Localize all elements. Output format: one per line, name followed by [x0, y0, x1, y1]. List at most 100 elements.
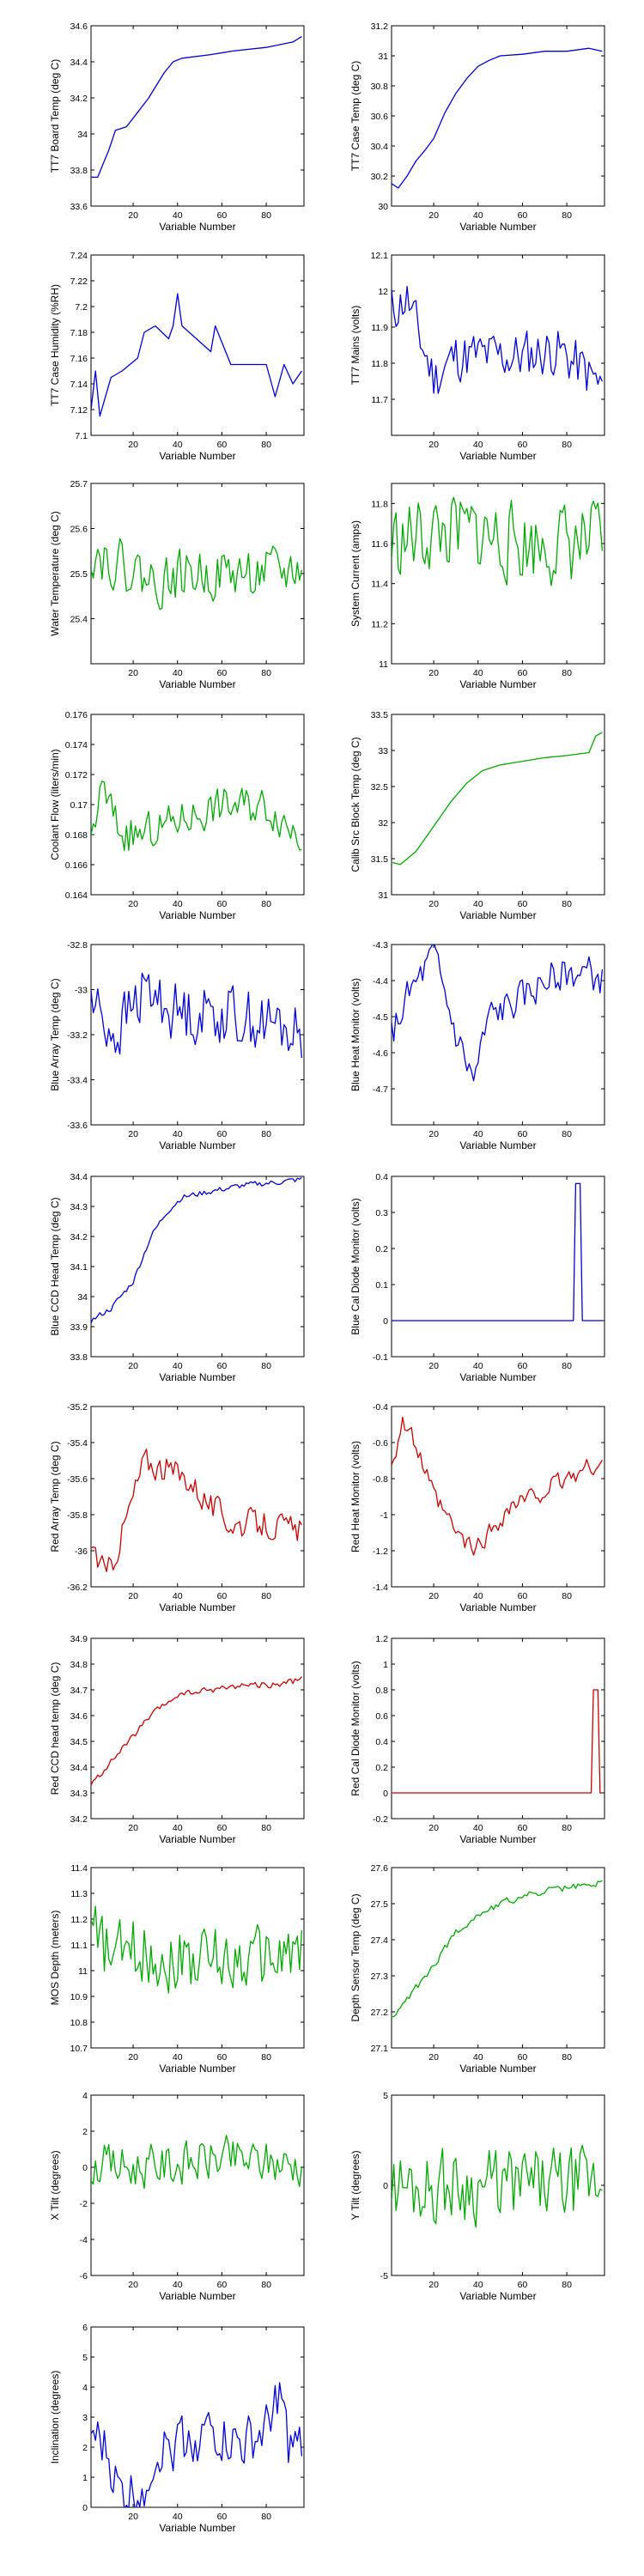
y-tick-label: 0.6 [375, 1711, 388, 1722]
x-axis-label: Variable Number [459, 1371, 536, 1383]
x-axis-label: Variable Number [459, 1833, 536, 1845]
y-tick-label: 34.5 [70, 1737, 88, 1747]
x-tick-label: 80 [261, 440, 271, 450]
x-tick-label: 80 [562, 1591, 572, 1601]
x-tick-label: 20 [428, 210, 439, 221]
data-series-line [392, 47, 603, 189]
y-axis-label: Blue Heat Monitor (volts) [349, 978, 361, 1091]
y-tick-label: 34.8 [70, 1660, 88, 1670]
y-tick-label: 4 [82, 2091, 88, 2101]
y-tick-label: -4.3 [373, 940, 388, 951]
x-tick-label: 20 [128, 2052, 138, 2063]
x-tick-label: 60 [217, 2512, 228, 2522]
chart-panel-1: 20 40 60 80 33.6 33.8 34 34.2 34.4 34.6 Variable N… [49, 21, 305, 233]
y-axis-label: Blue CCD Head Temp (deg C) [49, 1197, 61, 1335]
data-series-line [91, 1449, 302, 1572]
y-tick-label: -6 [80, 2271, 88, 2281]
x-axis-label: Variable Number [159, 678, 235, 690]
y-tick-label: 11.6 [371, 539, 388, 550]
y-axis-label: X Tilt (degrees) [49, 2150, 61, 2220]
x-tick-label: 60 [518, 1591, 528, 1601]
x-tick-label: 60 [518, 668, 528, 678]
x-tick-label: 20 [128, 1129, 138, 1139]
plot-frame [391, 1176, 605, 1358]
y-tick-label: 11.9 [371, 323, 388, 333]
y-tick-label: 11.4 [371, 580, 388, 590]
x-tick-label: 80 [562, 440, 572, 450]
y-tick-label: 7.16 [70, 354, 88, 364]
y-tick-label: 7.18 [70, 328, 88, 338]
y-tick-label: 31.5 [371, 854, 389, 865]
x-axis-label: Variable Number [459, 678, 536, 690]
y-tick-label: 33.8 [70, 1352, 88, 1363]
y-tick-label: 27.1 [371, 2044, 389, 2054]
y-tick-label: 34.2 [70, 94, 88, 104]
x-tick-label: 80 [261, 1129, 271, 1139]
y-tick-label: 33.9 [70, 1322, 88, 1333]
data-series-line [392, 1880, 603, 2018]
x-axis-label: Variable Number [459, 2063, 536, 2075]
y-axis-label: TT7 Board Temp (deg C) [49, 59, 61, 173]
x-tick-label: 80 [261, 2280, 271, 2290]
x-axis-label: Variable Number [459, 1139, 536, 1151]
y-tick-label: -35.8 [67, 1510, 88, 1521]
x-axis-label: Variable Number [159, 2063, 235, 2075]
y-tick-label: 11.8 [371, 359, 388, 369]
y-tick-label: -33.2 [67, 1030, 88, 1041]
y-tick-label: 27.2 [371, 2008, 389, 2018]
chart-panel-13: 20 40 60 80 -36.2 -36 -35.8 -35.6 -35.4 -35.2 Vari… [49, 1402, 305, 1613]
data-series-line [392, 496, 604, 586]
x-tick-label: 80 [261, 1361, 271, 1371]
x-tick-label: 40 [473, 668, 483, 678]
y-axis-label: TT7 Mains (volts) [349, 306, 361, 386]
y-tick-label: 34.2 [70, 1232, 88, 1242]
chart-panel-14: 20 40 60 80 -1.4 -1.2 -1 -0.8 -0.6 -0.4 Variable N… [349, 1402, 605, 1613]
y-tick-label: 11.3 [70, 1889, 88, 1899]
y-tick-label: -2 [80, 2199, 88, 2209]
x-tick-label: 80 [562, 210, 572, 221]
y-tick-label: -0.2 [373, 1814, 388, 1825]
x-tick-label: 60 [217, 1823, 228, 1833]
y-tick-label: 10.9 [70, 1992, 88, 2002]
plot-frame [391, 25, 605, 207]
y-axis-label: Inclination (degrees) [49, 2371, 61, 2464]
x-axis-label: Variable Number [159, 1371, 235, 1383]
y-tick-label: 34.9 [70, 1634, 88, 1644]
x-tick-label: 80 [261, 1591, 271, 1601]
plot-frame [391, 483, 605, 665]
y-tick-label: 0.166 [65, 860, 88, 871]
data-series-line [91, 1905, 303, 1994]
y-tick-label: -4.6 [373, 1048, 388, 1059]
y-axis-label: Y Tilt (degrees) [349, 2150, 361, 2220]
x-tick-label: 60 [217, 1129, 228, 1139]
y-tick-label: 31 [378, 52, 388, 62]
x-tick-label: 40 [173, 1129, 183, 1139]
y-tick-label: 27.4 [371, 1935, 389, 1946]
x-tick-label: 40 [473, 1129, 483, 1139]
x-tick-label: 20 [428, 1823, 439, 1833]
data-series-line [91, 1176, 302, 1323]
x-tick-label: 60 [518, 210, 528, 221]
x-tick-label: 20 [128, 210, 138, 221]
y-tick-label: -0.6 [373, 1438, 388, 1449]
chart-panel-17: 20 40 60 80 10.7 10.8 10.9 11 11.1 11.2 11.3 11.4 Va… [49, 1863, 305, 2075]
y-tick-label: 6 [82, 2323, 88, 2333]
x-tick-label: 60 [518, 2052, 528, 2063]
chart-panel-4: 20 40 60 80 11.7 11.8 11.9 12 12.1 Variable Numbe… [349, 251, 605, 462]
x-tick-label: 80 [562, 1129, 572, 1139]
y-tick-label: 33.5 [371, 710, 389, 720]
y-tick-label: 1 [383, 1660, 388, 1670]
y-tick-label: 7.2 [75, 302, 88, 313]
data-series-line [91, 781, 302, 852]
y-tick-label: 7.12 [70, 405, 88, 416]
y-tick-label: 27.5 [371, 1899, 389, 1910]
chart-panel-19: 20 40 60 80 -6 -4 -2 0 2 4 Variable Number X Tilt (… [49, 2091, 305, 2302]
y-tick-label: 27.3 [371, 1971, 389, 1982]
plot-frame [391, 1867, 605, 2049]
y-tick-label: 0.8 [375, 1686, 388, 1696]
y-tick-label: 1.2 [375, 1634, 388, 1644]
x-axis-label: Variable Number [459, 909, 536, 921]
y-tick-label: 30.2 [371, 172, 389, 182]
y-tick-label: 27.6 [371, 1863, 389, 1874]
